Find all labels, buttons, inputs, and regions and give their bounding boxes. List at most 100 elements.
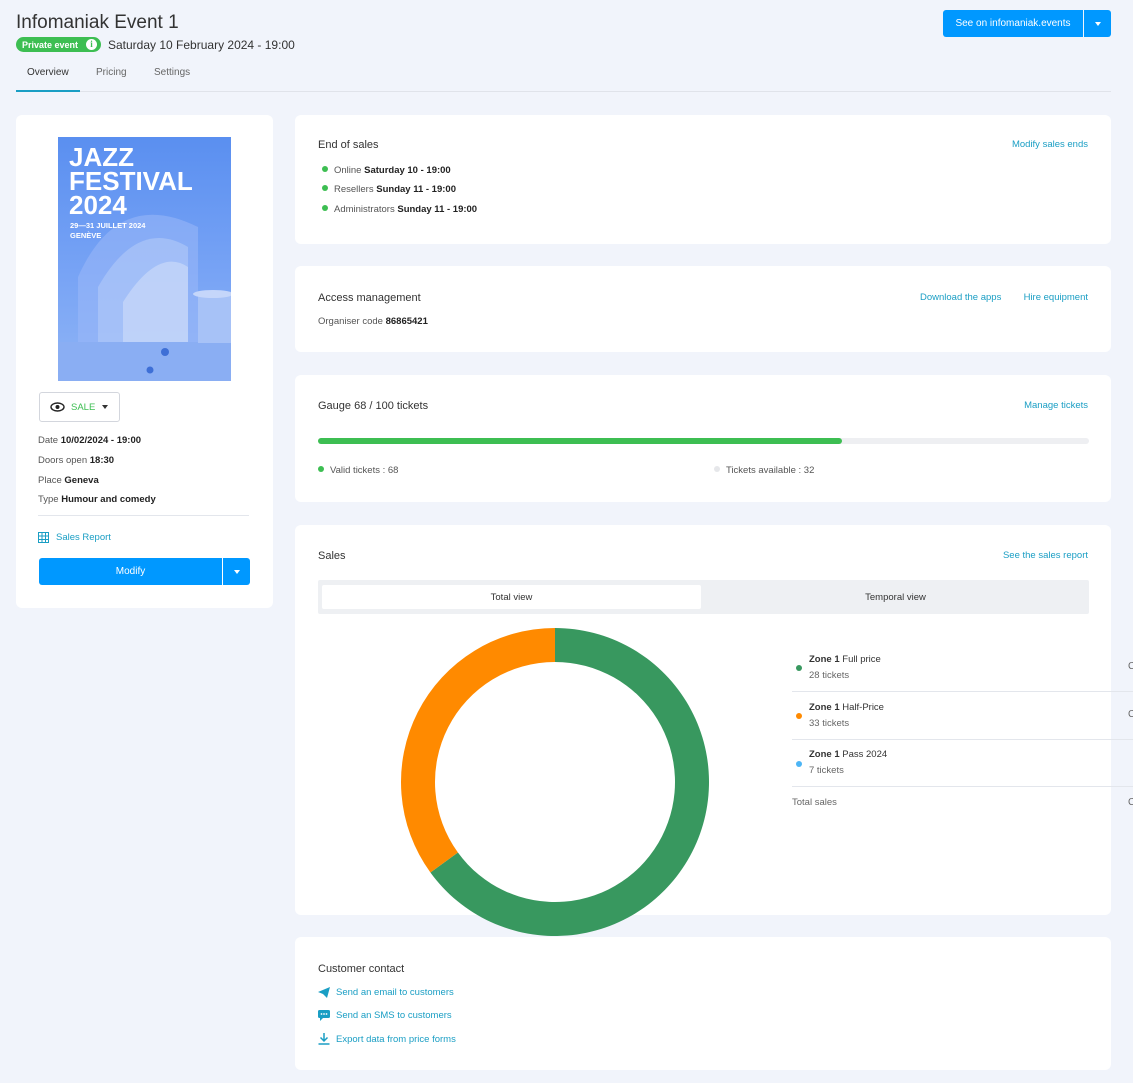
total-view-label: Total view — [490, 591, 533, 603]
cutoff-value: C — [1128, 709, 1133, 720]
gauge-fill — [318, 438, 843, 444]
date-label: Date — [38, 435, 59, 446]
see-on-infomaniak-button[interactable]: See on infomaniak.events — [943, 10, 1083, 37]
type-value: Humour and comedy — [61, 494, 156, 505]
sales-donut-chart — [401, 628, 709, 936]
download-icon — [318, 1033, 330, 1045]
send-email-link[interactable]: Send an email to customers — [318, 987, 454, 998]
tab-temporal-view[interactable]: Temporal view — [706, 585, 1085, 609]
event-doors: Doors open 18:30 — [38, 455, 114, 466]
item-value: Sunday 11 - 19:00 — [376, 184, 456, 195]
legend-tickets: 28 tickets — [809, 670, 850, 681]
event-place: Place Geneva — [38, 475, 99, 486]
organiser-code: Organiser code 86865421 — [318, 316, 428, 327]
legend-tickets: 33 tickets — [809, 718, 850, 729]
end-of-sales-title: End of sales — [318, 139, 379, 151]
doors-label: Doors open — [38, 455, 88, 466]
legend-row: Zone 1 Half-Price 33 tickets — [792, 693, 1133, 740]
see-on-infomaniak-label: See on infomaniak.events — [955, 18, 1071, 29]
zone-label: Zone 1 — [809, 702, 840, 713]
sales-end-resellers: Resellers Sunday 11 - 19:00 — [322, 184, 456, 195]
modify-sales-ends-link[interactable]: Modify sales ends — [1011, 139, 1088, 150]
zone-label: Zone 1 — [809, 749, 840, 760]
end-of-sales-card: End of sales Modify sales ends Online Sa… — [295, 115, 1111, 244]
see-options-dropdown[interactable] — [1084, 10, 1111, 37]
status-dot — [322, 205, 328, 211]
eye-icon — [50, 402, 65, 412]
event-card: JAZZ FESTIVAL 2024 29—31 JUILLET 2024 GE… — [16, 115, 273, 608]
chevron-down-icon — [102, 405, 109, 409]
temporal-view-label: Temporal view — [865, 591, 926, 603]
tickets-available: Tickets available : 32 — [714, 465, 814, 476]
legend-row: Zone 1 Pass 2024 7 tickets — [792, 740, 1133, 787]
item-label: Online — [334, 165, 362, 176]
manage-tickets-link[interactable]: Manage tickets — [1024, 400, 1088, 411]
gauge-title: Gauge 68 / 100 tickets — [318, 400, 429, 412]
hire-equipment-link[interactable]: Hire equipment — [1023, 292, 1088, 303]
event-datetime: Saturday 10 February 2024 - 19:00 — [108, 38, 295, 52]
status-label: SALE — [71, 401, 96, 413]
info-icon[interactable]: i — [86, 39, 97, 50]
status-dot — [322, 166, 328, 172]
see-sales-report-link[interactable]: See the sales report — [1002, 550, 1088, 561]
sales-report-link[interactable]: Sales Report — [38, 532, 111, 543]
zone-label: Zone 1 — [809, 654, 840, 665]
code-label: Organiser code — [318, 316, 383, 327]
status-dot — [322, 185, 328, 191]
legend-dot — [796, 713, 802, 719]
price-label: Half-Price — [842, 702, 884, 713]
total-sales-label: Total sales — [792, 797, 837, 808]
private-event-badge: Private event i — [16, 37, 101, 52]
divider — [38, 515, 249, 516]
price-label: Full price — [842, 654, 881, 665]
send-email-label: Send an email to customers — [336, 987, 454, 998]
export-data-link[interactable]: Export data from price forms — [318, 1033, 456, 1045]
tab-overview[interactable]: Overview — [16, 67, 80, 92]
sales-end-administrators: Administrators Sunday 11 - 19:00 — [322, 204, 477, 215]
price-label: Pass 2024 — [842, 749, 888, 760]
code-value: 86865421 — [385, 316, 428, 327]
page-title: Infomaniak Event 1 — [16, 12, 179, 33]
donut-slice-half-price[interactable] — [401, 628, 555, 873]
sales-end-online: Online Saturday 10 - 19:00 — [322, 165, 451, 176]
modify-label: Modify — [115, 566, 146, 577]
chevron-down-icon — [1094, 21, 1101, 26]
poster-line3: 2024 — [69, 190, 127, 220]
paper-plane-icon — [318, 987, 330, 998]
customer-contact-card: Customer contact Send an email to custom… — [295, 937, 1111, 1070]
customer-contact-title: Customer contact — [318, 963, 405, 975]
legend-title: Zone 1 Full price — [809, 654, 881, 665]
modify-button[interactable]: Modify — [39, 558, 222, 585]
status-dropdown[interactable]: SALE — [39, 392, 120, 422]
doors-value: 18:30 — [89, 455, 115, 466]
tab-settings[interactable]: Settings — [154, 67, 191, 78]
place-label: Place — [38, 475, 62, 486]
gauge-track — [318, 438, 1089, 444]
legend-row: Zone 1 Full price 28 tickets — [792, 645, 1133, 692]
chevron-down-icon — [233, 569, 240, 574]
tab-pricing[interactable]: Pricing — [96, 67, 127, 78]
place-value: Geneva — [64, 475, 99, 486]
send-sms-link[interactable]: Send an SMS to customers — [318, 1010, 452, 1021]
chat-icon — [318, 1010, 330, 1021]
poster-line1: JAZZ — [69, 142, 134, 172]
cutoff-value: C — [1128, 661, 1133, 672]
access-management-card: Access management Download the apps Hire… — [295, 266, 1111, 352]
cutoff-value: C — [1128, 797, 1133, 808]
event-type: Type Humour and comedy — [38, 494, 156, 505]
status-dot — [714, 466, 720, 472]
sales-title: Sales — [318, 550, 346, 562]
export-data-label: Export data from price forms — [336, 1033, 456, 1045]
status-dot — [318, 466, 324, 472]
legend-dot — [796, 761, 802, 767]
modify-options-dropdown[interactable] — [223, 558, 250, 585]
tab-total-view[interactable]: Total view — [322, 585, 701, 609]
tab-bar: Overview Pricing Settings — [16, 62, 1111, 92]
item-value: Sunday 11 - 19:00 — [397, 204, 478, 215]
view-toggle: Total view Temporal view — [318, 580, 1089, 614]
valid-label: Valid tickets : 68 — [330, 465, 399, 476]
event-poster: JAZZ FESTIVAL 2024 29—31 JUILLET 2024 GE… — [58, 137, 231, 381]
legend-title: Zone 1 Half-Price — [809, 702, 884, 713]
download-apps-link[interactable]: Download the apps — [920, 292, 1002, 303]
table-icon — [38, 532, 49, 543]
